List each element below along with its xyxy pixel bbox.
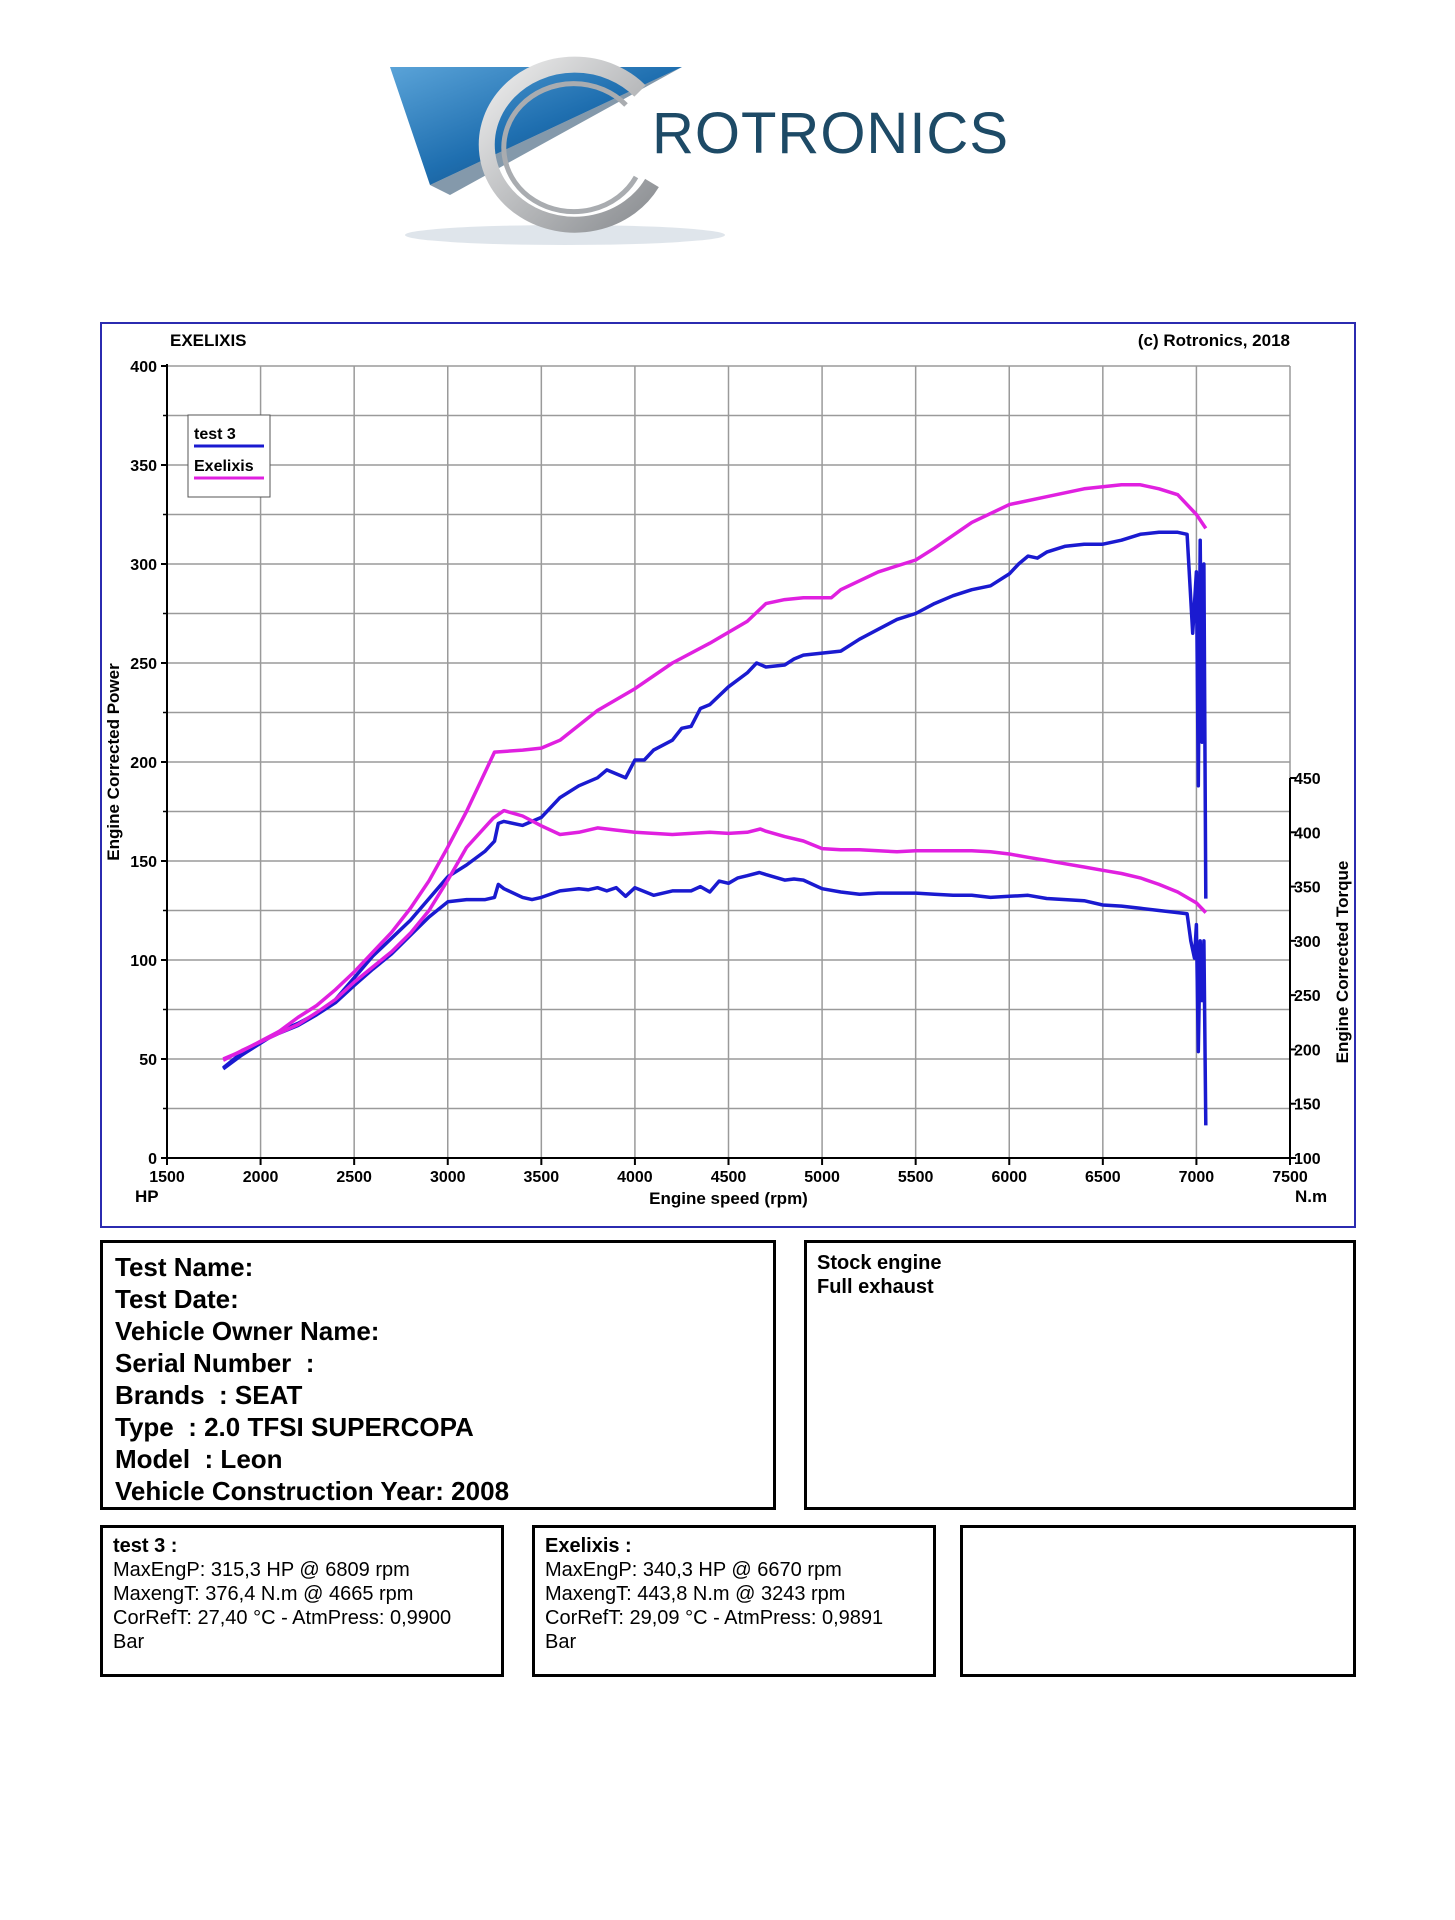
series-test-3-power-line [222,530,1208,1071]
x-tick-label: 3500 [524,1169,560,1186]
notes-line: Stock engine [817,1252,942,1274]
x-tick-label: 6000 [991,1169,1027,1186]
y-left-tick-label: 400 [130,359,157,376]
summary-box-empty [960,1525,1356,1677]
test-info-line: Vehicle Owner Name: [115,1316,380,1346]
test-info-line: Test Name: [115,1252,254,1282]
x-tick-label: 1500 [149,1169,185,1186]
brand-name: ROTRONICS [652,101,1009,166]
summary-line: MaxengT: 376,4 N.m @ 4665 rpm [113,1583,414,1605]
logo-shadow [405,225,725,245]
notes-box: Stock engine Full exhaust [804,1240,1356,1510]
x-tick-label: 5500 [898,1169,934,1186]
y-left-axis-label: Engine Corrected Power [104,663,123,861]
y-right-axis-label: Engine Corrected Torque [1333,861,1352,1064]
x-axis-label: Engine speed (rpm) [649,1189,808,1208]
y-left-tick-label: 50 [139,1052,157,1069]
summary-line: Bar [113,1631,145,1653]
chart-header-right: (c) Rotronics, 2018 [1138,331,1290,350]
y-right-tick-label: 100 [1294,1151,1321,1168]
x-tick-label: 4000 [617,1169,653,1186]
logo-wedge [390,67,682,185]
summary-line: MaxEngP: 340,3 HP @ 6670 rpm [545,1559,842,1581]
x-tick-label: 7500 [1272,1169,1308,1186]
summary-line: Bar [545,1631,577,1653]
x-tick-label: 3000 [430,1169,466,1186]
test-info-line: Serial Number : [115,1348,315,1378]
y-right-tick-label: 350 [1294,880,1321,897]
legend-label: Exelixis [194,458,254,475]
x-tick-label: 2500 [336,1169,372,1186]
summary-box-test3: test 3 : MaxEngP: 315,3 HP @ 6809 rpm Maxe… [100,1525,504,1677]
test-info-box: Test Name: Test Date: Vehicle Owner Name: S… [100,1240,776,1510]
y-left-tick-label: 0 [148,1151,157,1168]
x-tick-label: 4500 [711,1169,747,1186]
y-right-tick-label: 150 [1294,1097,1321,1114]
test-info-line: Test Date: [115,1284,239,1314]
legend-box [187,414,271,498]
summary-line: MaxengT: 443,8 N.m @ 3243 rpm [545,1583,846,1605]
chart-header-left: EXELIXIS [170,331,247,350]
y-right-tick-label: 300 [1294,934,1321,951]
summary-title: Exelixis : [545,1535,632,1557]
y-left-tick-label: 200 [130,755,157,772]
y-left-tick-label: 250 [130,656,157,673]
series-test-3-torque-line [222,870,1208,1126]
dyno-chart: 0 50 100 150 200 250 300 350 400 100 150 200 250 300 3… [104,331,1352,1208]
notes-line: Full exhaust [817,1276,934,1298]
legend-label: test 3 [194,426,236,443]
y-left-tick-label: 100 [130,953,157,970]
summary-box-exelixis: Exelixis : MaxEngP: 340,3 HP @ 6670 rpm Ma… [532,1525,936,1677]
test-info-line: Type : 2.0 TFSI SUPERCOPA [115,1412,474,1442]
test-info-line: Brands : SEAT [115,1380,303,1410]
y-right-unit: N.m [1295,1187,1327,1206]
y-right-tick-label: 200 [1294,1042,1321,1059]
test-info-line: Vehicle Construction Year: 2008 [115,1476,510,1506]
x-tick-label: 6500 [1085,1169,1121,1186]
series-exelixis-power-line [222,483,1208,1061]
summary-title: test 3 : [113,1535,178,1557]
x-tick-label: 2000 [243,1169,279,1186]
test-info-line: Model : Leon [115,1444,283,1474]
summary-line: CorRefT: 27,40 °C - AtmPress: 0,9900 [113,1607,452,1629]
y-right-tick-label: 250 [1294,988,1321,1005]
y-left-tick-label: 300 [130,557,157,574]
y-right-tick-label: 400 [1294,825,1321,842]
x-tick-label: 7000 [1179,1169,1215,1186]
y-right-tick-label: 450 [1294,771,1321,788]
summary-line: CorRefT: 29,09 °C - AtmPress: 0,9891 [545,1607,884,1629]
summary-line: MaxEngP: 315,3 HP @ 6809 rpm [113,1559,410,1581]
logo-ring [478,56,659,233]
y-left-tick-label: 350 [130,458,157,475]
rotronics-logo: ROTRONICS [390,56,1009,245]
logo-ring-inner [501,81,639,215]
x-tick-label: 5000 [804,1169,840,1186]
series-exelixis-torque-line [222,808,1208,1062]
chart-frame [100,322,1356,1228]
y-left-unit: HP [135,1187,159,1206]
y-left-tick-label: 150 [130,854,157,871]
